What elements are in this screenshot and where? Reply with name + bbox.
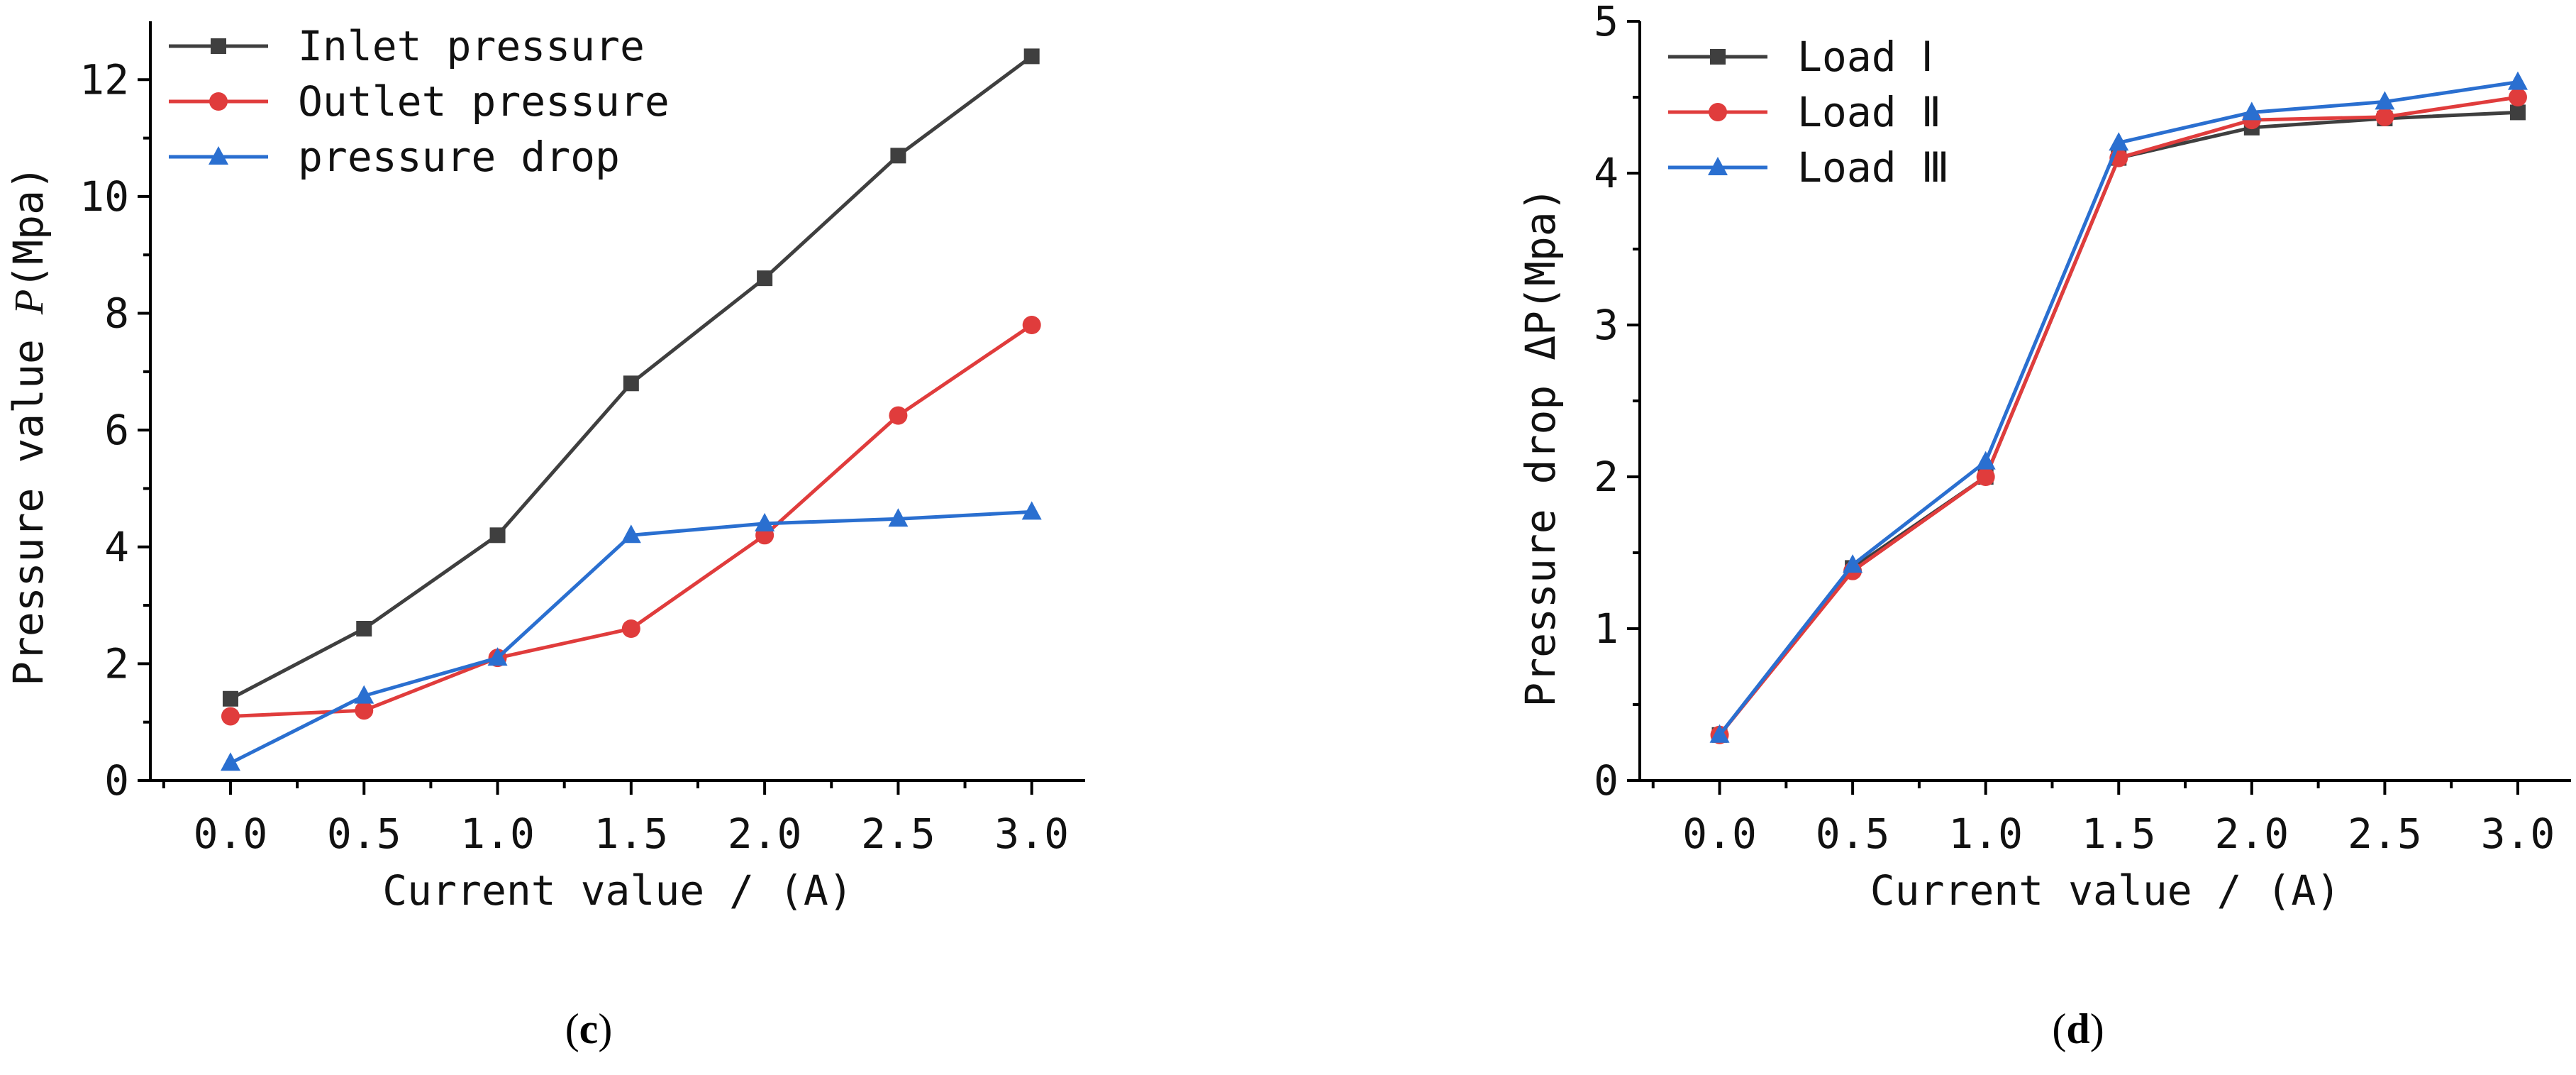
data-point bbox=[1021, 501, 1042, 520]
data-point bbox=[2509, 104, 2526, 121]
panel-label-close: ) bbox=[598, 1005, 612, 1052]
panel-label-close: ) bbox=[2090, 1005, 2104, 1052]
legend-marker bbox=[209, 146, 228, 165]
x-tick-label: 1.5 bbox=[594, 810, 668, 858]
legend-marker bbox=[211, 38, 226, 54]
y-tick-label: 4 bbox=[1594, 149, 1619, 197]
legend-label: Outlet pressure bbox=[298, 77, 670, 126]
data-point bbox=[356, 621, 372, 636]
x-tick-label: 1.0 bbox=[460, 810, 535, 858]
y-tick-label: 4 bbox=[104, 523, 129, 571]
data-point bbox=[1976, 468, 1995, 486]
data-point bbox=[489, 527, 506, 544]
series-line bbox=[1718, 95, 2519, 737]
data-point bbox=[755, 512, 775, 531]
legend-label: Inlet pressure bbox=[298, 22, 645, 70]
x-tick-label: 3.0 bbox=[2481, 810, 2555, 858]
panel-label: (d) bbox=[2052, 1005, 2104, 1052]
data-point bbox=[2375, 107, 2394, 126]
x-tick-label: 3.0 bbox=[994, 810, 1069, 858]
data-point bbox=[2508, 88, 2527, 106]
data-point bbox=[2507, 71, 2528, 90]
y-tick-label: 0 bbox=[104, 756, 129, 805]
series-0 bbox=[1711, 104, 2526, 743]
legend-marker bbox=[1708, 157, 1728, 175]
y-axis-title-unit: (Mpa) bbox=[4, 165, 52, 290]
panel-label-letter: d bbox=[2066, 1005, 2089, 1052]
x-tick-label: 0.5 bbox=[327, 810, 401, 858]
x-tick-label: 0.0 bbox=[1682, 810, 1757, 858]
legend-label: Load Ⅲ bbox=[1797, 143, 1950, 192]
data-point bbox=[1023, 48, 1040, 65]
data-point bbox=[889, 406, 908, 425]
y-tick-label: 1 bbox=[1594, 605, 1619, 653]
legend-label: Load Ⅰ bbox=[1797, 33, 1933, 81]
panel-label-letter: c bbox=[579, 1005, 599, 1052]
series-line bbox=[1718, 110, 2519, 737]
data-point bbox=[2375, 91, 2395, 110]
panel-label-open: ( bbox=[565, 1005, 579, 1052]
y-tick-label: 2 bbox=[1594, 453, 1619, 501]
y-axis-title: Pressure drop ΔP(Mpa) bbox=[1516, 187, 1565, 707]
y-axis-title: Pressure value P(Mpa) bbox=[4, 165, 52, 686]
data-point bbox=[1975, 451, 1996, 470]
series-2 bbox=[220, 501, 1042, 771]
data-point bbox=[220, 752, 240, 771]
legend: Load Ⅰ Load Ⅱ Load Ⅲ bbox=[1668, 33, 1950, 192]
x-tick-label: 2.0 bbox=[2214, 810, 2289, 858]
x-tick-label: 1.5 bbox=[2082, 810, 2156, 858]
y-tick-label: 3 bbox=[1594, 301, 1619, 349]
data-point bbox=[621, 619, 640, 638]
data-point bbox=[487, 647, 508, 666]
x-tick-label: 2.0 bbox=[728, 810, 802, 858]
data-point bbox=[2241, 101, 2262, 121]
legend-label: pressure drop bbox=[298, 133, 620, 181]
panel-label: (c) bbox=[565, 1005, 613, 1052]
y-tick-label: 10 bbox=[79, 172, 129, 221]
legend-marker bbox=[1710, 49, 1726, 65]
x-axis-title: Current value / (A) bbox=[1870, 866, 2341, 915]
chart-panel-d: 0 1 2 3 4 5 0.0 0.5 1.0 1.5 2.0 2.5 3.0 Current value… bbox=[1516, 0, 2571, 1052]
y-axis-title-symbol: P bbox=[6, 290, 52, 315]
y-tick-label: 6 bbox=[104, 406, 129, 454]
legend: Inlet pressure Outlet pressure pressure dr… bbox=[169, 22, 670, 181]
series-0 bbox=[222, 48, 1040, 707]
x-tick-label: 2.5 bbox=[2348, 810, 2422, 858]
chart-panel-c: 0 2 4 6 8 10 12 0.0 0.5 1.0 1.5 2.0 2.5 3.0 Current va… bbox=[4, 21, 1085, 1052]
data-point bbox=[222, 690, 238, 707]
data-point bbox=[354, 685, 374, 704]
data-point bbox=[2109, 132, 2129, 151]
x-axis-title: Current value / (A) bbox=[382, 866, 853, 915]
legend-label: Load Ⅱ bbox=[1797, 88, 1941, 136]
x-tick-label: 0.0 bbox=[194, 810, 268, 858]
y-tick-label: 0 bbox=[1594, 756, 1619, 805]
data-point bbox=[757, 270, 773, 287]
y-tick-label: 2 bbox=[104, 639, 129, 688]
data-point bbox=[621, 524, 641, 544]
y-tick-label: 8 bbox=[104, 290, 129, 338]
legend-marker bbox=[1709, 103, 1727, 121]
data-point bbox=[355, 701, 374, 720]
data-point bbox=[890, 148, 906, 164]
y-tick-label: 5 bbox=[1594, 0, 1619, 45]
data-point bbox=[1843, 554, 1863, 573]
data-point bbox=[888, 508, 909, 527]
panel-label-open: ( bbox=[2052, 1005, 2066, 1052]
x-tick-label: 2.5 bbox=[861, 810, 936, 858]
data-point bbox=[221, 707, 240, 726]
data-point bbox=[1709, 724, 1730, 743]
series-2 bbox=[1709, 71, 2528, 743]
x-tick-label: 0.5 bbox=[1816, 810, 1890, 858]
y-tick-label: 12 bbox=[79, 55, 129, 104]
y-axis-title-prefix: Pressure value bbox=[4, 314, 52, 686]
data-point bbox=[623, 375, 639, 392]
x-tick-label: 1.0 bbox=[1948, 810, 2023, 858]
data-point bbox=[1022, 316, 1041, 334]
legend-marker bbox=[209, 92, 228, 111]
